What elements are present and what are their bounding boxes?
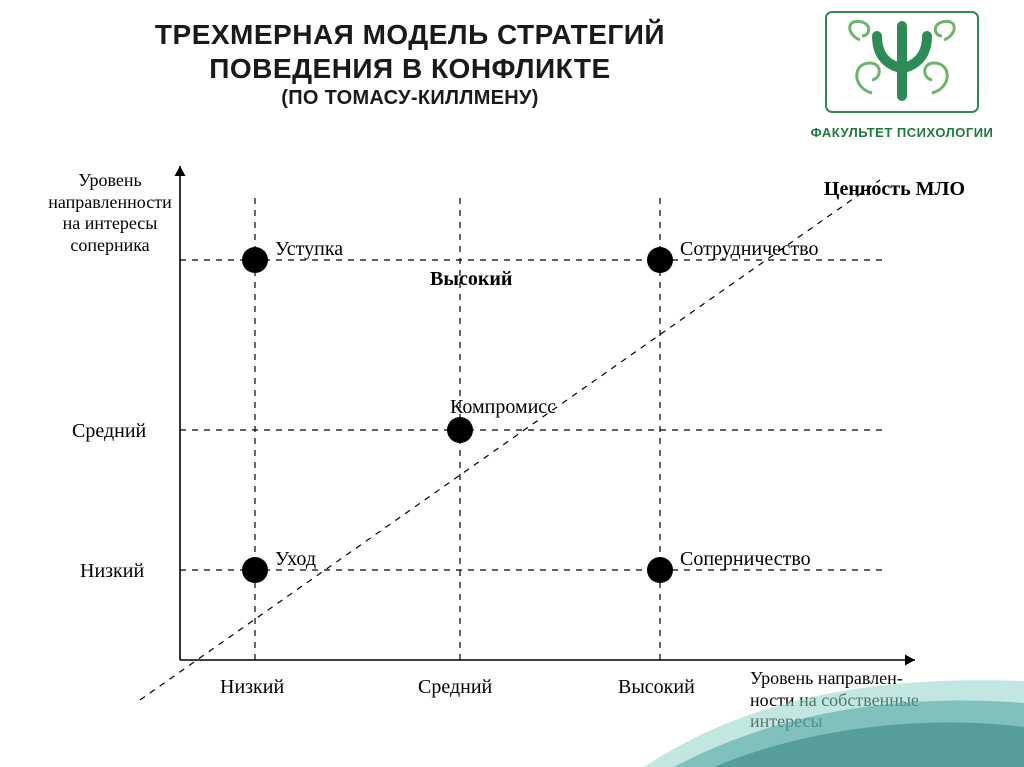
x-tick-low: Низкий	[220, 676, 284, 699]
label-sotrudnichestvo: Сотрудничество	[680, 238, 818, 261]
y-tick-mid: Средний	[72, 420, 146, 443]
label-ustupka: Уступка	[275, 238, 343, 261]
title-line-2: ПОВЕДЕНИЯ В КОНФЛИКТЕ	[60, 52, 760, 86]
x-axis-title: Уровень направлен- ности на собственные …	[750, 668, 1000, 733]
point-sotrudnichestvo	[647, 247, 673, 273]
x-tick-high: Высокий	[618, 676, 695, 699]
label-sopernichestvo: Соперничество	[680, 548, 811, 571]
slide-title: ТРЕХМЕРНАЯ МОДЕЛЬ СТРАТЕГИЙ ПОВЕДЕНИЯ В …	[60, 18, 760, 111]
x-tick-mid: Средний	[418, 676, 492, 699]
x-axis-arrow	[905, 655, 915, 666]
title-subline: (ПО ТОМАСУ-КИЛЛМЕНУ)	[60, 86, 760, 110]
faculty-logo: ФАКУЛЬТЕТ ПСИХОЛОГИИ	[802, 8, 1002, 140]
psi-logo-svg	[822, 8, 982, 118]
thomas-kilmann-chart: Уровень направленности на интересы сопер…	[60, 160, 965, 720]
high-center-label: Высокий	[430, 268, 512, 291]
label-kompromiss: Компромисс	[450, 396, 556, 419]
point-sopernichestvo	[647, 557, 673, 583]
y-axis-title: Уровень направленности на интересы сопер…	[30, 170, 190, 256]
y-tick-low: Низкий	[80, 560, 144, 583]
point-ustupka	[242, 247, 268, 273]
title-line-1: ТРЕХМЕРНАЯ МОДЕЛЬ СТРАТЕГИЙ	[60, 18, 760, 52]
logo-caption: ФАКУЛЬТЕТ ПСИХОЛОГИИ	[802, 125, 1002, 140]
diagonal-label: Ценность МЛО	[824, 178, 965, 201]
label-uhod: Уход	[275, 548, 316, 571]
point-kompromiss	[447, 417, 473, 443]
chart-svg	[60, 160, 965, 720]
point-uhod	[242, 557, 268, 583]
